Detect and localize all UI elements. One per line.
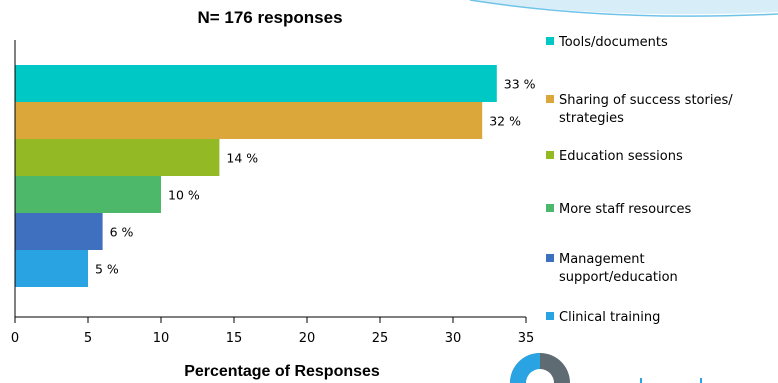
x-tick-label-2: 10 (153, 331, 170, 346)
x-tick-label-7: 35 (518, 331, 535, 346)
bar-5 (15, 213, 103, 250)
x-tick-label-5: 25 (372, 331, 389, 346)
legend-label-5: support/education (559, 270, 678, 285)
legend-swatch-1 (546, 37, 554, 45)
decorative-swoosh (470, 0, 778, 15)
x-tick-label-1: 5 (84, 331, 92, 346)
legend-swatch-5 (546, 254, 554, 262)
x-tick-label-3: 15 (226, 331, 243, 346)
legend-label-3: Education sessions (559, 149, 683, 164)
bar-6 (15, 250, 88, 287)
legend-label-2: Sharing of success stories/ (559, 93, 733, 108)
legend: Tools/documents Sharing of success storie… (546, 35, 733, 325)
x-tick-label-0: 0 (11, 331, 19, 346)
legend-swatch-3 (546, 151, 554, 159)
logo-mark (510, 353, 702, 383)
data-label-4: 10 % (168, 188, 200, 203)
x-tick-label-4: 20 (299, 331, 316, 346)
data-label-2: 32 % (489, 114, 521, 129)
legend-label-5: Management (559, 252, 645, 267)
x-axis-label: Percentage of Responses (184, 363, 380, 380)
legend-swatch-6 (546, 312, 554, 320)
data-label-5: 6 % (110, 225, 134, 240)
data-label-6: 5 % (95, 262, 119, 277)
bar-1 (15, 65, 497, 102)
decorative-swoosh-line (469, 0, 778, 17)
axes-group: 0 5 10 15 20 25 30 35 (11, 40, 534, 346)
bar-3 (15, 139, 220, 176)
chart-title: N= 176 responses (197, 8, 342, 27)
bar-4 (15, 176, 161, 213)
data-label-3: 14 % (226, 151, 258, 166)
legend-swatch-2 (546, 95, 554, 103)
bars-group: 33 % 32 % 14 % 10 % 6 % 5 % (15, 65, 536, 287)
legend-label-6: Clinical training (559, 310, 660, 325)
legend-label-2: strategies (559, 111, 624, 126)
bar-2 (15, 102, 483, 139)
legend-swatch-4 (546, 204, 554, 212)
data-label-1: 33 % (504, 77, 536, 92)
legend-label-4: More staff resources (559, 202, 692, 217)
legend-label-1: Tools/documents (558, 35, 668, 50)
x-tick-label-6: 30 (445, 331, 462, 346)
